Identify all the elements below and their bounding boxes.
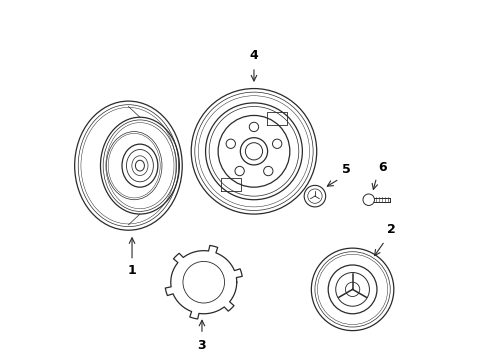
Text: 6: 6: [378, 161, 387, 174]
Text: 4: 4: [249, 49, 258, 62]
Text: 3: 3: [197, 339, 206, 352]
Text: 2: 2: [387, 223, 395, 236]
Text: 5: 5: [342, 163, 350, 176]
Text: 1: 1: [128, 264, 136, 277]
